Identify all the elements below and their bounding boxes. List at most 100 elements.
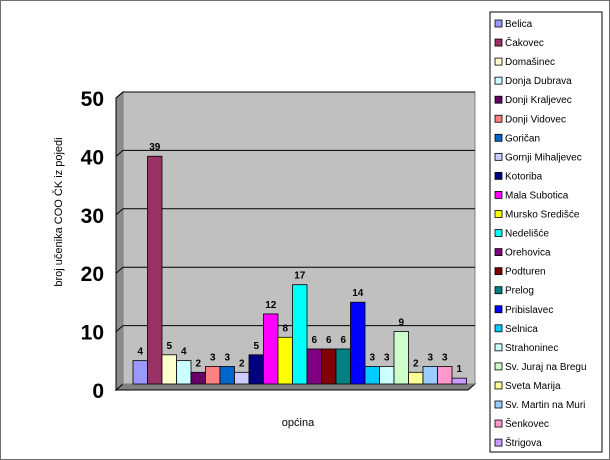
- data-label: 5: [253, 341, 259, 352]
- legend-entry: Donji Vidovec: [505, 114, 566, 125]
- legend-swatch: [494, 419, 503, 428]
- legend-entry: Belica: [505, 19, 533, 30]
- bar: [263, 313, 279, 385]
- legend-swatch: [494, 381, 503, 390]
- bar: [277, 336, 293, 385]
- legend-entry: Donja Dubrava: [505, 76, 572, 87]
- legend-entry: Gornji Mihaljevec: [505, 152, 582, 163]
- data-label: 3: [427, 352, 433, 363]
- bar: [190, 371, 206, 385]
- legend-swatch: [494, 57, 503, 66]
- y-tick-label: 40: [81, 146, 104, 169]
- legend-entry: Mursko Središće: [505, 210, 580, 221]
- bar: [422, 366, 438, 385]
- bar: [147, 155, 163, 385]
- legend-swatch: [494, 152, 503, 161]
- legend-swatch: [494, 286, 503, 295]
- legend-entry: Goričan: [505, 133, 540, 144]
- bar: [219, 366, 235, 385]
- legend-swatch: [494, 95, 503, 104]
- bar: [306, 348, 322, 385]
- legend-entry: Podturen: [505, 267, 546, 278]
- x-axis-title: općina: [282, 417, 315, 429]
- legend-entry: Selnica: [505, 324, 538, 335]
- bar: [451, 377, 467, 385]
- y-tick-label: 10: [81, 322, 104, 345]
- y-tick-label: 30: [81, 205, 104, 228]
- data-label: 3: [442, 352, 448, 363]
- legend-entry: Mala Subotica: [505, 190, 569, 201]
- bar: [379, 366, 395, 385]
- legend-entry: Orehovica: [505, 248, 551, 259]
- legend-entry: Sv. Martin na Muri: [505, 400, 585, 411]
- legend-swatch: [494, 267, 503, 276]
- gridline-side: [115, 150, 124, 157]
- legend-swatch: [494, 343, 503, 352]
- data-label: 1: [456, 364, 462, 375]
- legend-entry: Šenkovec: [505, 417, 549, 430]
- data-label: 4: [137, 347, 143, 358]
- legend-swatch: [494, 324, 503, 333]
- legend-swatch: [494, 19, 503, 28]
- bar: [321, 348, 337, 385]
- data-label: 5: [166, 341, 172, 352]
- legend-entry: Domašinec: [505, 57, 555, 68]
- y-axis-title: broj učenika COO ČK iz pojedi: [52, 137, 65, 286]
- data-label: 17: [294, 271, 306, 282]
- legend-swatch: [494, 248, 503, 257]
- legend-entry: Pribislavec: [505, 305, 553, 316]
- legend-swatch: [494, 191, 503, 199]
- bar: [335, 348, 351, 385]
- bar: [350, 301, 366, 385]
- legend-swatch: [494, 76, 503, 85]
- y-tick-label: 20: [81, 263, 104, 286]
- data-label: 4: [181, 347, 187, 358]
- legend-entry: Čakovec: [505, 36, 544, 49]
- data-label: 2: [195, 358, 201, 369]
- legend-entry: Nedelišće: [505, 229, 549, 240]
- data-label: 3: [384, 352, 390, 363]
- legend-swatch: [494, 38, 503, 47]
- bar: [205, 366, 221, 385]
- bar: [437, 366, 453, 385]
- bar: [132, 360, 148, 385]
- legend-entry: Štrigova: [505, 436, 542, 449]
- legend-swatch: [494, 171, 503, 180]
- data-label: 6: [311, 335, 317, 346]
- data-label: 6: [340, 335, 346, 346]
- data-label: 14: [352, 288, 364, 299]
- data-label: 3: [224, 352, 230, 363]
- plot-side-wall: [115, 90, 124, 392]
- legend-entry: Kotoriba: [505, 171, 543, 182]
- gridline-side: [115, 266, 124, 274]
- bar: [292, 284, 308, 385]
- bar: [408, 371, 424, 385]
- legend-swatch: [494, 305, 503, 314]
- bar: [161, 354, 177, 385]
- data-label: 9: [398, 317, 404, 328]
- gridline-side: [115, 208, 124, 216]
- legend-entry: Donji Kraljevec: [505, 95, 572, 106]
- data-label: 2: [413, 358, 419, 369]
- data-label: 8: [282, 323, 288, 334]
- legend-swatch: [494, 210, 503, 218]
- bar: [176, 360, 192, 385]
- plot-floor: [114, 383, 477, 391]
- legend-entry: Strahoninec: [505, 343, 558, 354]
- legend-swatch: [494, 438, 503, 447]
- gridline-side: [115, 325, 124, 332]
- y-tick-label: 50: [81, 88, 104, 111]
- legend-swatch: [494, 114, 503, 123]
- y-tick-label: 0: [92, 380, 104, 403]
- legend-swatch: [494, 362, 503, 371]
- legend-entry: Sv. Juraj na Bregu: [505, 362, 587, 373]
- data-label: 3: [369, 352, 375, 363]
- legend-entry: Sveta Marija: [505, 381, 561, 392]
- bar: [364, 366, 380, 385]
- data-label: 2: [239, 358, 245, 369]
- data-label: 6: [326, 335, 332, 346]
- gridline-side: [115, 91, 124, 99]
- legend-swatch: [494, 400, 503, 409]
- legend: [489, 11, 603, 453]
